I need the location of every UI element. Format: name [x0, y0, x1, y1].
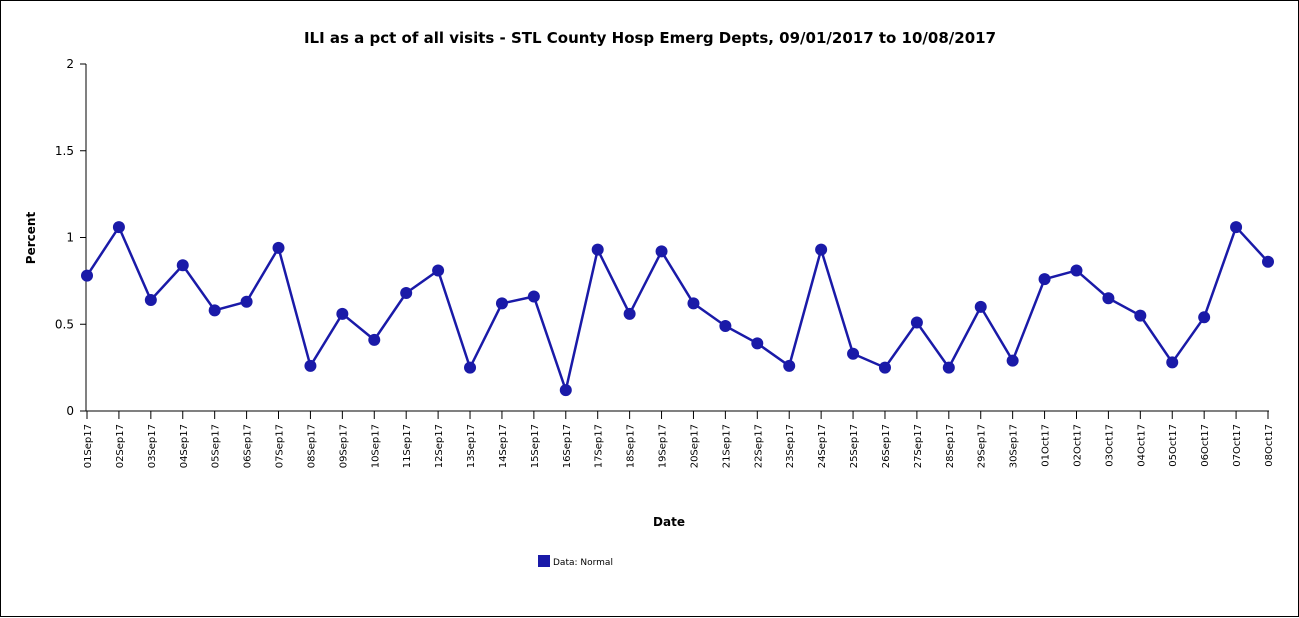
data-point — [1038, 273, 1051, 286]
x-tick-label: 26Sep17 — [881, 424, 892, 468]
data-point — [464, 361, 477, 374]
x-tick-label: 29Sep17 — [977, 424, 988, 468]
x-tick-label: 20Sep17 — [689, 424, 700, 468]
data-point — [847, 347, 860, 360]
data-point — [112, 221, 125, 234]
y-tick-label: 2 — [66, 57, 74, 71]
axes — [85, 64, 1269, 412]
x-tick-label: 18Sep17 — [626, 424, 637, 468]
x-tick-label: 08Oct17 — [1264, 424, 1275, 467]
data-point — [974, 300, 987, 313]
x-tick-label: 01Sep17 — [83, 424, 94, 468]
x-tick-label: 02Oct17 — [1072, 424, 1083, 467]
data-point — [1006, 354, 1019, 367]
data-point — [144, 293, 157, 306]
series-group — [81, 221, 1274, 397]
chart-title: ILI as a pct of all visits - STL County … — [304, 29, 996, 47]
data-point — [719, 319, 732, 332]
data-point — [942, 361, 955, 374]
data-point — [176, 259, 189, 272]
y-tick-label: 1 — [66, 231, 74, 245]
data-point — [591, 243, 604, 256]
x-tick-label: 02Sep17 — [115, 424, 126, 468]
x-tick-label: 14Sep17 — [498, 424, 509, 468]
x-tick-label: 25Sep17 — [849, 424, 860, 468]
data-point — [240, 295, 253, 308]
x-tick-label: 24Sep17 — [817, 424, 828, 468]
data-point — [432, 264, 445, 277]
data-point — [208, 304, 221, 317]
x-tick-label: 01Oct17 — [1041, 424, 1052, 467]
data-point — [655, 245, 668, 258]
y-tick-label: 1.5 — [55, 144, 74, 158]
x-tick-label: 28Sep17 — [945, 424, 956, 468]
series-line — [85, 224, 1269, 395]
x-tick-label: 12Sep17 — [434, 424, 445, 468]
data-point — [495, 297, 508, 310]
x-tick-label: 07Sep17 — [275, 424, 286, 468]
data-point — [1134, 309, 1147, 322]
data-point — [272, 241, 285, 254]
x-tick-label: 03Oct17 — [1104, 424, 1115, 467]
data-point — [304, 359, 317, 372]
data-point — [559, 384, 572, 397]
x-tick-label: 16Sep17 — [562, 424, 573, 468]
x-tick-label: 13Sep17 — [466, 424, 477, 468]
data-point — [687, 297, 700, 310]
data-point — [400, 287, 413, 300]
x-tick-label: 10Sep17 — [370, 424, 381, 468]
data-point — [623, 307, 636, 320]
data-point — [751, 337, 764, 350]
legend: Data: Normal — [538, 555, 613, 568]
y-ticks: 0 0.5 1 1.5 2 — [55, 57, 86, 418]
data-point — [1102, 292, 1115, 305]
data-point — [336, 307, 349, 320]
x-tick-label: 17Sep17 — [594, 424, 605, 468]
x-tick-label: 03Sep17 — [147, 424, 158, 468]
data-point — [783, 359, 796, 372]
legend-label: Data: Normal — [553, 558, 613, 568]
data-point — [1070, 264, 1083, 277]
x-tick-label: 05Oct17 — [1168, 424, 1179, 467]
data-point — [1198, 311, 1211, 324]
x-tick-label: 21Sep17 — [721, 424, 732, 468]
x-tick-label: 08Sep17 — [306, 424, 317, 468]
x-tick-label: 04Sep17 — [179, 424, 190, 468]
y-tick-label: 0.5 — [55, 317, 74, 331]
x-tick-label: 05Sep17 — [211, 424, 222, 468]
x-axis-label: Date — [653, 515, 685, 529]
x-tick-label: 27Sep17 — [913, 424, 924, 468]
x-tick-label: 23Sep17 — [785, 424, 796, 468]
data-point — [1230, 221, 1243, 234]
data-point — [1166, 356, 1179, 369]
x-tick-label: 11Sep17 — [402, 424, 413, 468]
y-axis-label: Percent — [24, 212, 38, 265]
x-tick-label: 07Oct17 — [1232, 424, 1243, 467]
x-ticks: 01Sep17 02Sep17 03Sep17 04Sep17 05Sep17 06Sep… — [83, 411, 1275, 468]
x-tick-label: 30Sep17 — [1009, 424, 1020, 468]
data-point — [815, 243, 828, 256]
x-tick-label: 04Oct17 — [1136, 424, 1147, 467]
x-tick-label: 15Sep17 — [530, 424, 541, 468]
legend-swatch — [538, 555, 550, 567]
data-point — [81, 269, 93, 282]
data-point — [527, 290, 540, 303]
data-point — [1262, 255, 1274, 268]
y-tick-label: 0 — [66, 404, 74, 418]
data-point — [878, 361, 891, 374]
x-tick-label: 09Sep17 — [338, 424, 349, 468]
x-tick-label: 19Sep17 — [658, 424, 669, 468]
x-tick-label: 06Oct17 — [1200, 424, 1211, 467]
data-point — [910, 316, 923, 329]
data-point — [368, 333, 381, 346]
x-tick-label: 22Sep17 — [753, 424, 764, 468]
x-tick-label: 06Sep17 — [243, 424, 254, 468]
